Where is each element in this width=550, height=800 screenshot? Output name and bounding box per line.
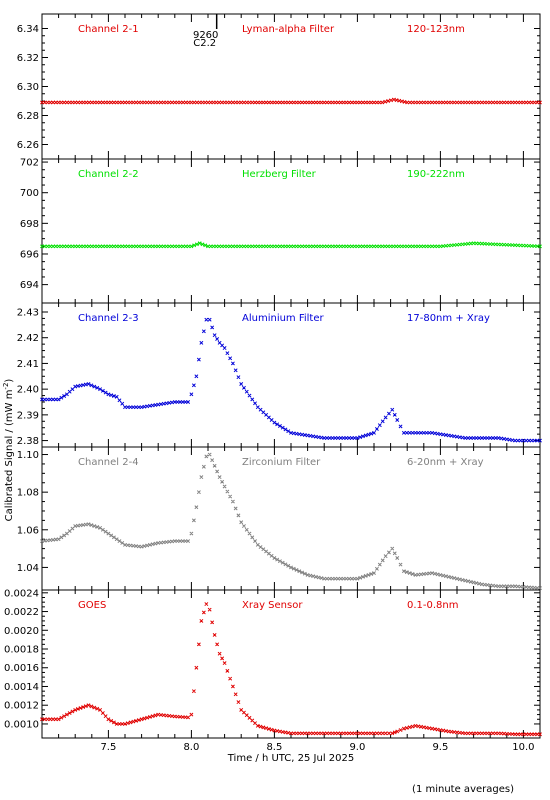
marker: 9260 C2.2 — [193, 14, 218, 49]
panel-filter-label: Aluminium Filter — [242, 313, 325, 324]
panel-5: 0.0010 0.0012 0.0014 0.0016 0.0018 0.0020 0.00… — [4, 588, 542, 753]
y-tick-label: 2.43 — [17, 308, 39, 319]
y-tick-label: 0.0016 — [4, 663, 39, 674]
x-tick-label: 7.5 — [100, 742, 116, 753]
panel-channel-label: GOES — [78, 600, 106, 611]
y-tick-label: 698 — [20, 219, 39, 230]
y-tick-label: 6.28 — [17, 111, 39, 122]
panel-filter-label: Zirconium Filter — [242, 457, 321, 468]
y-tick-label: 2.42 — [17, 333, 39, 344]
x-tick-label: 10.0 — [512, 742, 534, 753]
panels: 6.26 6.28 6.30 6.32 6.34 Channel 2-1 Lyman-alp… — [4, 13, 542, 753]
y-tick-label: 0.0012 — [4, 701, 39, 712]
data-series — [40, 317, 542, 443]
panel-filter-label: Xray Sensor — [242, 600, 303, 611]
panel-1: 6.26 6.28 6.30 6.32 6.34 Channel 2-1 Lyman-alp… — [17, 13, 542, 160]
panel-channel-label: Channel 2-4 — [78, 457, 139, 468]
y-tick-label: 696 — [20, 249, 39, 260]
y-tick-label: 0.0024 — [4, 588, 39, 599]
y-tick-label: 0.0010 — [4, 719, 39, 730]
panel-4: 1.04 1.06 1.08 1.10 Channel 2-4 Zirconium Fil… — [17, 446, 542, 591]
y-tick-label: 0.0022 — [4, 607, 39, 618]
data-series — [40, 452, 542, 591]
panel-band-label: 17-80nm + Xray — [407, 313, 490, 324]
panel-2: 694 696 698 700 702 Channel 2-2 Herzberg Filte… — [20, 158, 542, 304]
panel-band-label: 6-20nm + Xray — [407, 457, 484, 468]
y-tick-label: 702 — [20, 158, 39, 169]
panel-channel-label: Channel 2-1 — [78, 24, 139, 35]
y-tick-label: 0.0020 — [4, 626, 39, 637]
x-tick-label: 8.5 — [266, 742, 282, 753]
panel-frame — [41, 446, 541, 591]
y-axis-title-sup: -2 — [2, 383, 10, 390]
y-axis-title-main: Calibrated Signal / (mW m — [4, 390, 15, 522]
footnote: (1 minute averages) — [412, 784, 514, 795]
data-series — [40, 602, 542, 737]
panel-3: 2.38 2.39 2.40 2.41 2.42 2.43 Channel 2-3 Alumi… — [17, 302, 542, 448]
y-tick-label: 2.38 — [17, 436, 39, 447]
y-tick-label: 6.34 — [17, 24, 39, 35]
panel-channel-label: Channel 2-3 — [78, 313, 139, 324]
panel-filter-label: Herzberg Filter — [242, 169, 317, 180]
data-series — [40, 241, 542, 249]
panel-frame — [41, 158, 541, 304]
marker-label-top: 9260 — [193, 30, 218, 41]
panel-band-label: 120-123nm — [407, 24, 465, 35]
y-tick-label: 2.41 — [17, 359, 39, 370]
x-tick-label: 9.5 — [432, 742, 448, 753]
y-tick-label: 1.04 — [17, 563, 39, 574]
x-axis-title: Time / h UTC, 25 Jul 2025 — [227, 753, 355, 764]
panel-filter-label: Lyman-alpha Filter — [242, 24, 335, 35]
panel-band-label: 0.1-0.8nm — [407, 600, 459, 611]
y-tick-label: 0.0014 — [4, 682, 39, 693]
y-tick-label: 0.0018 — [4, 645, 39, 656]
panel-frame — [41, 13, 541, 160]
panel-band-label: 190-222nm — [407, 169, 465, 180]
y-tick-label: 694 — [20, 280, 39, 291]
panel-frame — [41, 589, 541, 739]
y-axis-title-close: ) — [4, 379, 15, 383]
y-tick-label: 2.40 — [17, 385, 39, 396]
marker-label-bottom: C2.2 — [193, 38, 216, 49]
data-series — [40, 97, 542, 105]
panel-channel-label: Channel 2-2 — [78, 169, 139, 180]
y-tick-label: 2.39 — [17, 410, 39, 421]
x-tick-label: 8.0 — [183, 742, 199, 753]
y-tick-label: 6.30 — [17, 82, 39, 93]
y-axis-title: Calibrated Signal / (mW m-2) — [2, 379, 15, 522]
y-tick-label: 1.06 — [17, 525, 39, 536]
y-tick-label: 6.26 — [17, 140, 39, 151]
panel-frame — [41, 302, 541, 448]
x-tick-label: 9.0 — [349, 742, 365, 753]
y-tick-label: 700 — [20, 188, 39, 199]
y-tick-label: 1.08 — [17, 488, 39, 499]
y-tick-label: 6.32 — [17, 53, 39, 64]
y-tick-label: 1.10 — [17, 450, 39, 461]
